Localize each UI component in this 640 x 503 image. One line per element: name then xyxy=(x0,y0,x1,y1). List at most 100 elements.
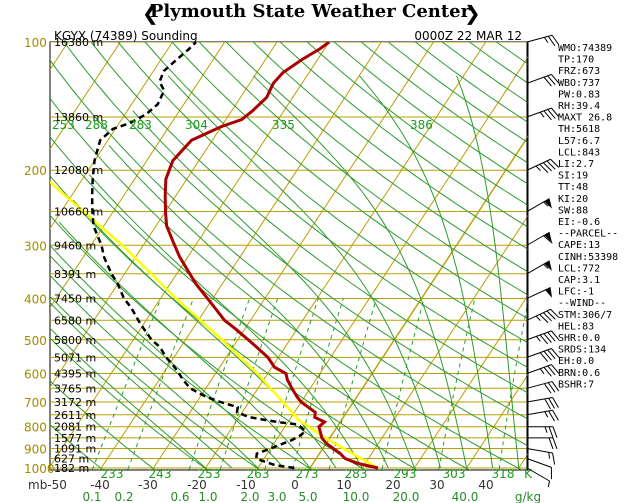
index-value: LI:2.7 xyxy=(558,159,594,170)
wind-barb xyxy=(526,34,560,47)
index-value: BSHR:7 xyxy=(558,379,594,390)
wind-barb-flag xyxy=(548,437,554,450)
wind-barb-shaft xyxy=(526,397,553,403)
wind-flag-right-icon: ❯ xyxy=(464,1,481,25)
theta-label: 243 xyxy=(149,467,172,481)
index-value: WBO:737 xyxy=(558,78,600,89)
index-value: SW:88 xyxy=(558,205,588,216)
wind-barb-flag xyxy=(547,331,556,342)
index-value: TT:48 xyxy=(558,182,588,193)
wind-barb-flag xyxy=(542,312,552,322)
wind-barb-flag xyxy=(550,467,552,480)
index-value: EH:0.0 xyxy=(558,356,594,367)
mixing-ratio-tick-label: 0.1 xyxy=(82,490,101,503)
theta-label: 253 xyxy=(198,467,221,481)
index-value: EI:-0.6 xyxy=(558,217,600,228)
temperature-tick-label: mb-50 xyxy=(28,478,67,492)
wind-barb-shaft xyxy=(526,158,551,171)
moist-adiabat-line xyxy=(50,244,285,469)
wind-barb-flag xyxy=(544,398,552,410)
index-value: SHR:0.0 xyxy=(558,333,600,344)
index-value: LCL:772 xyxy=(558,263,600,274)
wind-barb-shaft xyxy=(526,34,553,43)
moist-adiabat-line xyxy=(456,75,520,469)
wind-barb xyxy=(526,287,553,299)
wind-barb-flag xyxy=(547,382,556,393)
wind-barb-flag xyxy=(551,348,560,358)
temperature-tick-label: -20 xyxy=(187,478,207,492)
wind-barb-flag xyxy=(550,308,560,318)
moist-adiabat-line xyxy=(108,145,389,469)
wind-barb-flag xyxy=(551,107,560,118)
index-value: --PARCEL-- xyxy=(558,229,618,240)
dry-adiabat-line xyxy=(50,59,528,447)
isotherm-line xyxy=(412,294,528,470)
dry-adiabat-line xyxy=(117,42,528,369)
pressure-label: 600 xyxy=(24,367,47,381)
wind-barb-flag xyxy=(548,410,555,422)
isotherm-line xyxy=(50,42,121,150)
mixing-ratio-line xyxy=(438,298,476,470)
wind-barbs xyxy=(526,34,560,488)
wind-barb-flag xyxy=(547,75,556,86)
height-label: 7450 m xyxy=(54,292,96,305)
wind-barb-shaft xyxy=(526,107,552,118)
station-title: KGYX (74389) Sounding xyxy=(54,29,198,43)
wind-barb xyxy=(526,198,552,212)
theta-label: 233 xyxy=(101,467,124,481)
index-value: LCL:843 xyxy=(558,147,600,158)
height-label: 12080 m xyxy=(54,164,103,177)
wind-barb-flag xyxy=(547,109,556,119)
height-label: 5071 m xyxy=(54,351,96,364)
grid-lines xyxy=(0,33,528,478)
wind-barb-half-flag xyxy=(536,336,541,342)
wind-barb-shaft xyxy=(526,448,553,454)
wind-barb-flag xyxy=(551,74,560,84)
wind-barb-flag xyxy=(547,349,556,360)
wind-barb-flag xyxy=(548,426,554,438)
dry-adiabat-line xyxy=(0,33,6,478)
index-value: PW:0.83 xyxy=(558,89,600,100)
sounding-indices: WMO:74389TP:170FRZ:673WBO:737PW:0.83RH:3… xyxy=(558,43,618,390)
height-label: 1091 m xyxy=(54,443,96,456)
mixing-ratio-tick-label: 20.0 xyxy=(393,490,420,503)
theta-label: 263 xyxy=(247,467,270,481)
wind-barb xyxy=(526,158,560,173)
wind-barb-half-flag xyxy=(543,37,549,43)
wind-barb-pennant xyxy=(544,260,552,271)
isotherm-line xyxy=(50,42,330,468)
wind-barb xyxy=(527,437,558,450)
mixing-ratio-line xyxy=(188,298,251,470)
isotherm-line xyxy=(50,42,226,309)
theta-top-label: 288 xyxy=(85,118,108,132)
mixing-ratio-tick-label: 10.0 xyxy=(343,490,370,503)
index-value: SRDS:134 xyxy=(558,345,606,356)
dry-adiabat-line xyxy=(50,97,523,470)
mixing-ratio-tick-label: 1.0 xyxy=(198,490,217,503)
height-label: 182 m xyxy=(54,462,89,475)
isotherm-line xyxy=(151,42,435,470)
index-value: STM:306/7 xyxy=(558,310,612,321)
moist-adiabat-line xyxy=(50,327,206,469)
height-label: 9460 m xyxy=(54,239,96,252)
wind-barb-flag xyxy=(539,352,549,362)
wind-barb-shaft xyxy=(526,231,550,246)
dry-adiabat-line xyxy=(50,136,471,470)
dry-adiabat-line xyxy=(252,42,528,250)
wind-barb-half-flag xyxy=(535,165,541,171)
wind-barb-half-flag xyxy=(547,480,551,488)
moist-adiabat-line xyxy=(132,110,415,469)
temperature-tick-label: 0 xyxy=(291,478,299,492)
index-value: TH:5618 xyxy=(558,124,600,135)
wind-barb xyxy=(526,381,560,394)
wind-barb xyxy=(526,458,552,480)
mixing-ratio-tick-label: 0.6 xyxy=(170,490,189,503)
wind-barb xyxy=(526,348,560,362)
wind-barb-shaft xyxy=(526,330,552,341)
pressure-label: 800 xyxy=(24,421,47,435)
wind-barb xyxy=(526,260,552,275)
pressure-label: 300 xyxy=(24,239,47,253)
wind-barb-half-flag xyxy=(543,201,549,207)
index-value: HEL:83 xyxy=(558,321,594,332)
pressure-label: 200 xyxy=(24,164,47,178)
